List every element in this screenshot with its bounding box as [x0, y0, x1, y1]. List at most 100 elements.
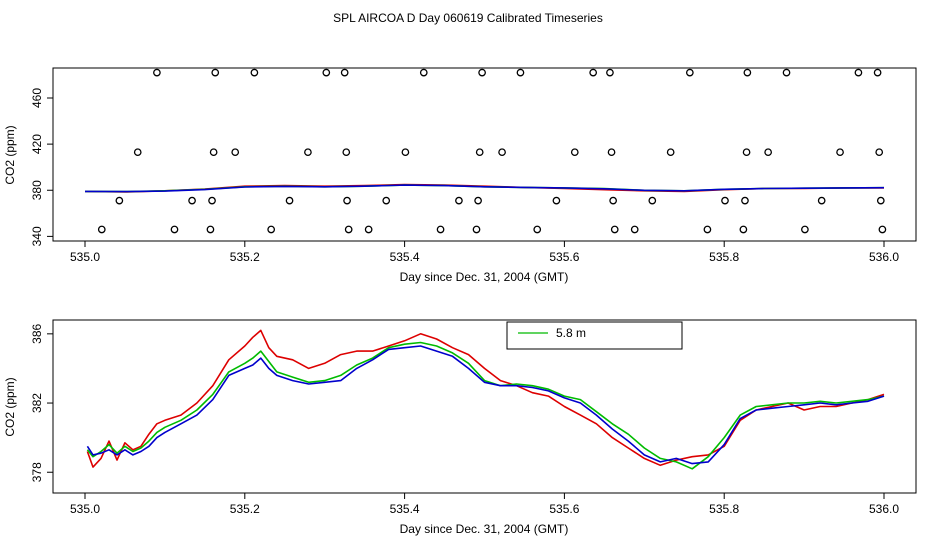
scatter-point [516, 68, 525, 77]
scatter-point [188, 196, 196, 205]
page-title: SPL AIRCOA D Day 060619 Calibrated Times… [333, 11, 603, 25]
scatter-point [382, 196, 391, 205]
scatter-point [401, 148, 410, 157]
plot-frame-bottom [52, 319, 917, 494]
scatter-point [817, 196, 826, 205]
scatter-point [472, 225, 481, 234]
scatter-point [285, 196, 294, 205]
x-axis-top: 535.0 535.2 535.4 535.6 535.8 536.0 [70, 241, 899, 264]
scatter-point [764, 148, 772, 157]
scatter-point [739, 225, 748, 234]
y-tick-label: 378 [30, 462, 44, 482]
scatter-point [322, 68, 331, 77]
y-axis-top: 340 380 420 460 [30, 88, 53, 246]
scatter-point [364, 225, 373, 234]
x-tick-label: 535.6 [549, 502, 579, 516]
chart-top: Day since Dec. 31, 2004 (GMT) CO2 (ppm) … [3, 67, 917, 284]
scatter-point [801, 225, 809, 234]
x-tick-label: 536.0 [869, 502, 899, 516]
scatter-point [666, 148, 675, 157]
scatter-point [610, 225, 619, 234]
scatter-point [685, 68, 694, 77]
scatter-point [570, 148, 579, 157]
legend-box [506, 321, 683, 350]
scatter-point [741, 196, 749, 205]
scatter-point [533, 225, 542, 234]
y-tick-label: 386 [30, 324, 44, 344]
legend-label: 5.8 m [556, 326, 586, 340]
plot-frame-top [52, 67, 917, 242]
scatter-point [342, 148, 351, 157]
y-tick-label: 420 [30, 134, 44, 154]
x-tick-label: 535.6 [549, 250, 579, 264]
scatter-point [606, 68, 614, 77]
x-axis-label-top: Day since Dec. 31, 2004 (GMT) [400, 270, 569, 284]
scatter-point [436, 225, 445, 234]
series-line-red [86, 329, 885, 468]
scatter-point [630, 225, 639, 234]
x-tick-label: 535.2 [230, 250, 260, 264]
scatter-point [876, 196, 885, 205]
scatter-point [340, 68, 349, 77]
y-tick-label: 380 [30, 180, 44, 200]
y-tick-label: 340 [30, 226, 44, 246]
x-tick-label: 535.2 [230, 502, 260, 516]
scatter-point [209, 148, 218, 157]
scatter-point [552, 196, 561, 205]
scatter-point [475, 148, 484, 157]
scatter-point [478, 68, 486, 77]
x-tick-label: 535.4 [390, 250, 420, 264]
scatter-point [231, 148, 240, 157]
y-axis-label-bottom: CO2 (ppm) [3, 377, 17, 436]
scatter-points-top [97, 68, 887, 234]
scatter-point [211, 68, 220, 77]
scatter-point [498, 148, 506, 157]
scatter-point [206, 225, 215, 234]
scatter-point [170, 225, 179, 234]
scatter-point [878, 225, 887, 234]
y-axis-label-top: CO2 (ppm) [3, 125, 17, 184]
series-line-blue [86, 345, 885, 465]
scatter-point [455, 196, 463, 205]
y-tick-label: 460 [30, 88, 44, 108]
scatter-point [115, 196, 124, 205]
x-tick-label: 535.4 [390, 502, 420, 516]
scatter-point [304, 148, 312, 157]
scatter-point [607, 148, 616, 157]
scatter-point [589, 68, 598, 77]
scatter-point [873, 68, 882, 77]
series-line-blue [84, 184, 885, 193]
x-tick-label: 535.8 [709, 250, 739, 264]
series-lines-top [84, 183, 885, 193]
scatter-point [609, 196, 617, 205]
scatter-point [97, 225, 106, 234]
scatter-point [344, 225, 353, 234]
scatter-point [875, 148, 884, 157]
scatter-point [743, 68, 752, 77]
scatter-point [474, 196, 482, 205]
scatter-point [648, 196, 657, 205]
scatter-point [721, 196, 729, 205]
scatter-point [133, 148, 142, 157]
scatter-point [250, 68, 259, 77]
scatter-point [703, 225, 712, 234]
x-axis-label-bottom: Day since Dec. 31, 2004 (GMT) [400, 522, 569, 536]
x-tick-label: 535.8 [709, 502, 739, 516]
legend: 5.8 m [506, 321, 683, 350]
series-line-green [86, 341, 885, 470]
scatter-point [343, 196, 351, 205]
x-tick-label: 536.0 [869, 250, 899, 264]
scatter-point [782, 68, 791, 77]
scatter-point [153, 68, 161, 77]
series-lines-bottom [86, 329, 885, 470]
chart-bottom: Day since Dec. 31, 2004 (GMT) CO2 (ppm) … [3, 319, 917, 536]
scatter-point [267, 225, 276, 234]
scatter-point [742, 148, 751, 157]
y-tick-label: 382 [30, 393, 44, 413]
scatter-point [208, 196, 216, 205]
x-tick-label: 535.0 [70, 250, 100, 264]
scatter-point [854, 68, 863, 77]
scatter-point [836, 148, 844, 157]
x-tick-label: 535.0 [70, 502, 100, 516]
